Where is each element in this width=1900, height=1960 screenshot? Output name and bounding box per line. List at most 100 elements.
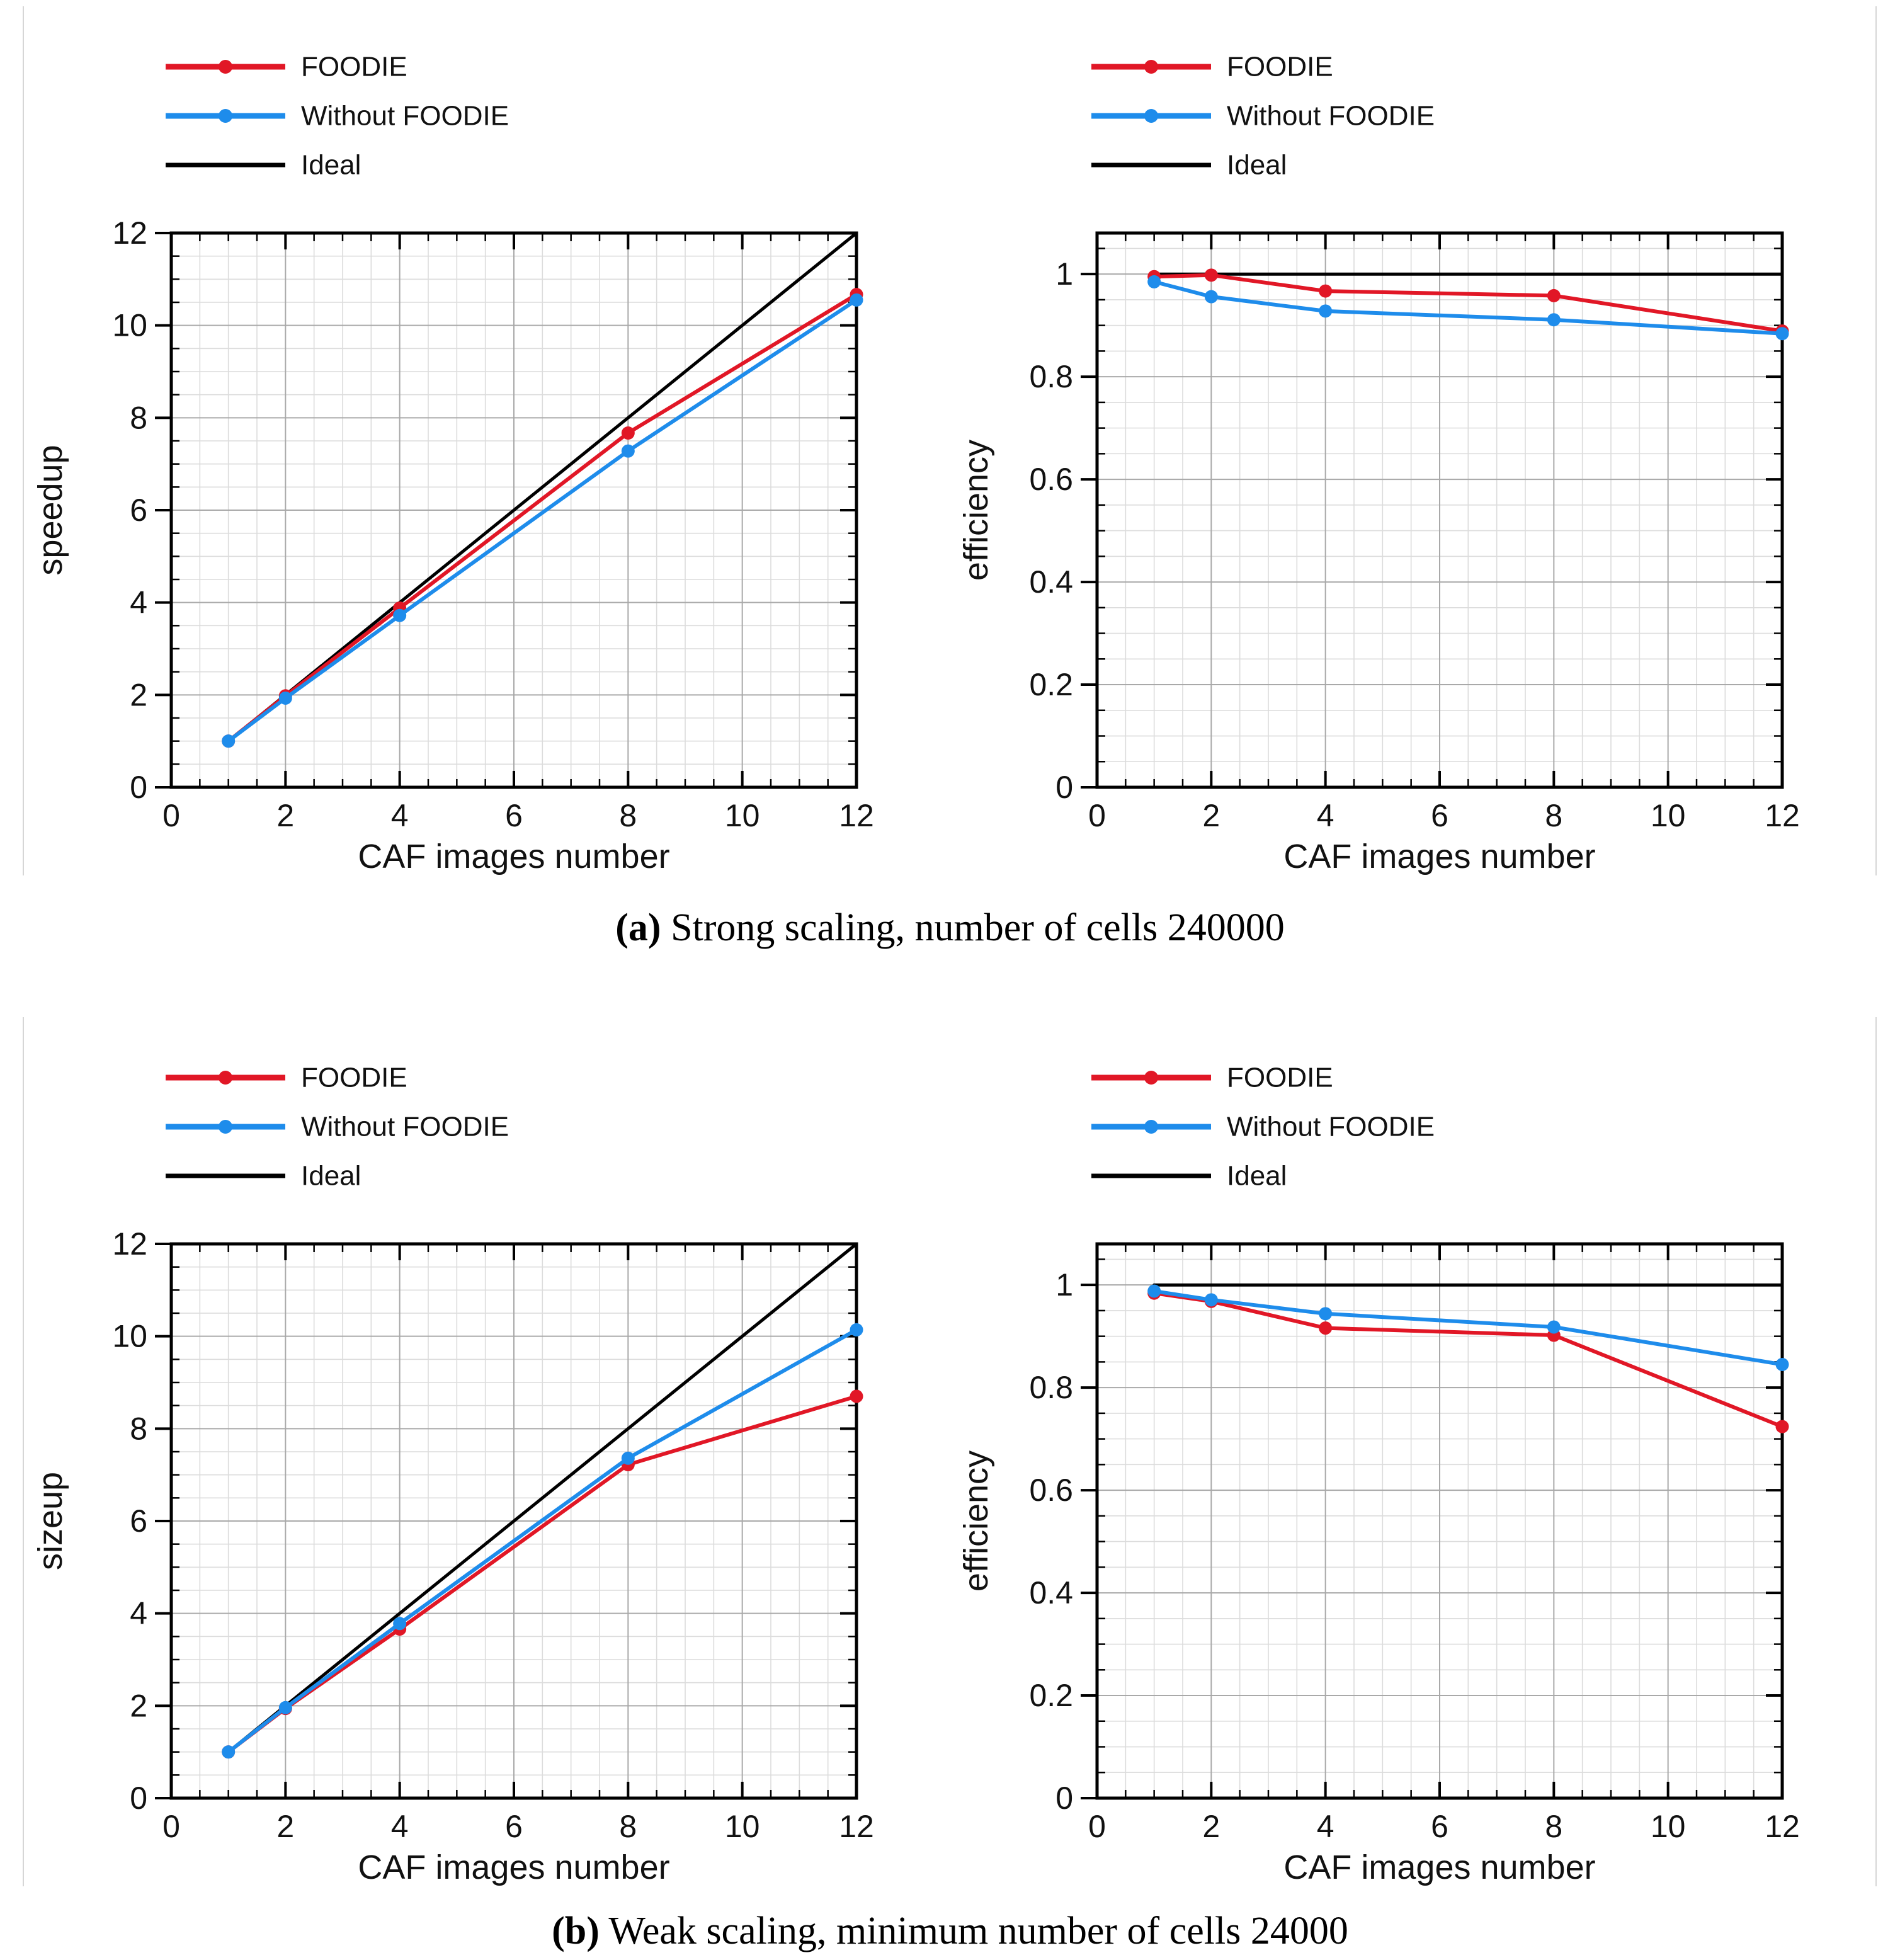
caption-b-text: Weak scaling, minimum number of cells 24…: [608, 1910, 1348, 1952]
caption-a: (a) Strong scaling, number of cells 2400…: [0, 906, 1900, 950]
svg-text:Without FOODIE: Without FOODIE: [1227, 101, 1435, 132]
axis-ticks: [1081, 233, 1783, 789]
grid: [1097, 1244, 1782, 1798]
series-ideal: [227, 231, 858, 743]
caption-b: (b) Weak scaling, minimum number of cell…: [0, 1909, 1900, 1954]
legend-item-without-foodie: Without FOODIE: [166, 101, 509, 132]
weak-sizeup-plot: 0 2 4 6 8 10 12 0 2 4 6 8 10 12 CAF images number sizeu…: [31, 1063, 874, 1887]
svg-text:Without FOODIE: Without FOODIE: [1227, 1112, 1435, 1142]
svg-text:0: 0: [130, 770, 147, 805]
svg-text:12: 12: [112, 215, 147, 251]
tick-labels: 0 2 4 6 8 10 12 0 0.2 0.4 0.6 0.8 1: [1029, 256, 1799, 833]
svg-text:10: 10: [725, 798, 760, 833]
legend: FOODIE Without FOODIE Ideal: [1091, 1063, 1435, 1192]
svg-text:Without FOODIE: Without FOODIE: [301, 101, 509, 132]
svg-text:12: 12: [839, 798, 874, 833]
svg-text:4: 4: [1317, 798, 1334, 833]
svg-text:0.6: 0.6: [1029, 1473, 1073, 1508]
svg-text:10: 10: [725, 1809, 760, 1844]
svg-text:0.2: 0.2: [1029, 1678, 1073, 1713]
svg-text:10: 10: [112, 308, 147, 343]
grid: [171, 1243, 856, 1798]
strong-efficiency-plot: 0 2 4 6 8 10 12 0 0.2 0.4 0.6 0.8 1 CAF images number…: [957, 52, 1800, 876]
svg-text:0.8: 0.8: [1029, 359, 1073, 394]
svg-text:Without FOODIE: Without FOODIE: [301, 1112, 509, 1142]
caption-b-tag: (b): [552, 1910, 600, 1952]
y-axis-label: efficiency: [957, 440, 995, 581]
chart-weak-sizeup: 0 2 4 6 8 10 12 0 2 4 6 8 10 12 CAF images number sizeu…: [24, 1017, 950, 1887]
legend-item-without-foodie: Without FOODIE: [166, 1112, 509, 1142]
legend-item-foodie: FOODIE: [166, 1063, 407, 1093]
svg-text:4: 4: [130, 585, 147, 620]
tick-labels: 0 2 4 6 8 10 12 0 2 4 6 8 10 12: [112, 1226, 873, 1844]
svg-text:0.8: 0.8: [1029, 1370, 1073, 1405]
figure-strong-scaling: 0 2 4 6 8 10 12 0 2 4 6 8 10 12 CAF images number speed…: [23, 6, 1877, 875]
svg-text:Ideal: Ideal: [1227, 1161, 1287, 1192]
legend-item-foodie: FOODIE: [166, 52, 407, 83]
x-axis-label: CAF images number: [358, 1849, 669, 1886]
svg-text:0: 0: [1088, 1809, 1106, 1844]
svg-text:4: 4: [391, 798, 409, 833]
svg-text:Ideal: Ideal: [1227, 150, 1287, 181]
svg-text:FOODIE: FOODIE: [1227, 1063, 1333, 1093]
svg-text:2: 2: [276, 798, 294, 833]
svg-text:Ideal: Ideal: [301, 150, 361, 181]
svg-text:0: 0: [1055, 770, 1073, 805]
svg-text:6: 6: [505, 1809, 523, 1844]
series-ideal: [227, 1242, 858, 1754]
svg-text:8: 8: [619, 798, 637, 833]
svg-text:1: 1: [1055, 1267, 1073, 1302]
axis-ticks: [155, 232, 858, 789]
svg-text:4: 4: [391, 1809, 409, 1844]
legend-item-without-foodie: Without FOODIE: [1091, 101, 1435, 132]
x-axis-label: CAF images number: [1283, 838, 1595, 875]
legend-item-ideal: Ideal: [1091, 1161, 1287, 1192]
svg-text:2: 2: [276, 1809, 294, 1844]
caption-a-tag: (a): [615, 906, 661, 949]
legend-item-without-foodie: Without FOODIE: [1091, 1112, 1435, 1142]
svg-text:10: 10: [1651, 798, 1686, 833]
svg-text:FOODIE: FOODIE: [301, 1063, 407, 1093]
figure-weak-scaling: 0 2 4 6 8 10 12 0 2 4 6 8 10 12 CAF images number sizeu…: [23, 1017, 1877, 1886]
axis-ticks: [155, 1243, 858, 1799]
svg-text:0: 0: [130, 1781, 147, 1816]
svg-text:2: 2: [130, 1688, 147, 1723]
svg-text:12: 12: [1765, 798, 1800, 833]
series-without-foodie: [222, 1323, 863, 1759]
svg-text:12: 12: [1765, 1809, 1800, 1844]
legend-item-foodie: FOODIE: [1091, 52, 1333, 83]
svg-text:0: 0: [1088, 798, 1106, 833]
chart-weak-efficiency: 0 2 4 6 8 10 12 0 0.2 0.4 0.6 0.8 1 CAF images number…: [950, 1017, 1875, 1887]
svg-text:12: 12: [839, 1809, 874, 1844]
svg-text:0.6: 0.6: [1029, 462, 1073, 497]
svg-text:FOODIE: FOODIE: [1227, 52, 1333, 83]
chart-strong-efficiency: 0 2 4 6 8 10 12 0 0.2 0.4 0.6 0.8 1 CAF images number…: [950, 6, 1875, 876]
tick-labels: 0 2 4 6 8 10 12 0 2 4 6 8 10 12: [112, 215, 873, 833]
svg-text:1: 1: [1055, 256, 1073, 292]
caption-a-text: Strong scaling, number of cells 240000: [671, 906, 1285, 949]
svg-text:4: 4: [130, 1596, 147, 1631]
legend-item-foodie: FOODIE: [1091, 1063, 1333, 1093]
chart-strong-speedup: 0 2 4 6 8 10 12 0 2 4 6 8 10 12 CAF images number speed…: [24, 6, 950, 876]
svg-text:0.2: 0.2: [1029, 667, 1073, 702]
y-axis-label: sizeup: [31, 1472, 69, 1570]
legend: FOODIE Without FOODIE Ideal: [1091, 52, 1435, 181]
svg-text:0: 0: [162, 798, 180, 833]
axis-ticks: [1081, 1244, 1783, 1799]
svg-text:2: 2: [130, 677, 147, 712]
tick-labels: 0 2 4 6 8 10 12 0 0.2 0.4 0.6 0.8 1: [1029, 1267, 1799, 1844]
weak-efficiency-plot: 0 2 4 6 8 10 12 0 0.2 0.4 0.6 0.8 1 CAF images number…: [957, 1063, 1800, 1887]
svg-text:10: 10: [112, 1319, 147, 1354]
x-axis-label: CAF images number: [1283, 1849, 1595, 1886]
series-without-foodie: [222, 293, 863, 748]
series-without-foodie: [1147, 275, 1789, 341]
x-axis-label: CAF images number: [358, 838, 669, 875]
svg-text:Ideal: Ideal: [301, 1161, 361, 1192]
svg-text:12: 12: [112, 1226, 147, 1262]
legend-item-ideal: Ideal: [1091, 150, 1287, 181]
svg-text:6: 6: [1431, 798, 1448, 833]
legend-item-ideal: Ideal: [166, 1161, 361, 1192]
svg-text:0.4: 0.4: [1029, 564, 1073, 600]
svg-text:2: 2: [1202, 1809, 1220, 1844]
series-without-foodie: [1147, 1284, 1789, 1371]
